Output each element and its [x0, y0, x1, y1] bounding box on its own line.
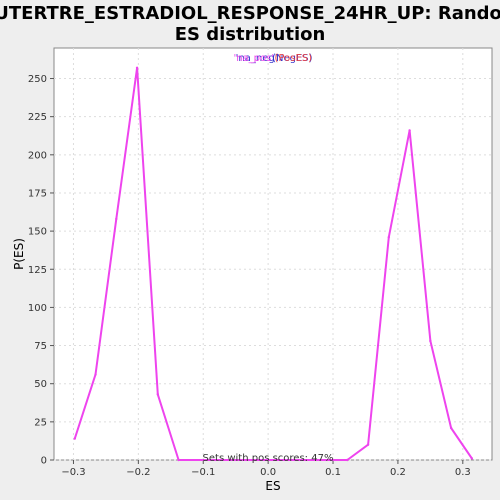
legend-segment-pos-es: (PosES)	[275, 53, 313, 64]
chart-title-line-1: DUTERTRE_ESTRADIOL_RESPONSE_24HR_UP: Ran…	[0, 3, 500, 24]
x-tick-label: 0.3	[455, 467, 471, 478]
legend-segment-na-neg: 'na_neg'	[236, 53, 278, 64]
data-point	[346, 458, 349, 462]
y-axis-label: P(ES)	[12, 238, 26, 270]
y-tick-label: 175	[28, 188, 47, 199]
data-point	[73, 437, 76, 440]
x-axis-label: ES	[265, 479, 280, 493]
x-tick-label: 0.0	[260, 467, 276, 478]
series-group	[73, 66, 474, 462]
x-tick-label: −0.1	[191, 467, 215, 478]
data-point	[135, 66, 139, 70]
y-tick-label: 75	[34, 341, 47, 352]
x-tick-label: −0.3	[61, 467, 85, 478]
y-tick-label: 0	[41, 456, 47, 467]
legend-segment-neg-es: (NegES)	[272, 53, 313, 64]
y-tick-label: 150	[28, 227, 47, 238]
plot-area	[53, 47, 493, 461]
legend-segment-na-pos: 'na_pos'	[233, 53, 274, 64]
y-tick-label: 50	[34, 379, 47, 390]
data-point	[408, 129, 411, 132]
data-point	[156, 393, 160, 396]
data-point	[470, 457, 474, 460]
y-tick-label: 25	[34, 417, 47, 428]
x-tick-label: 0.1	[325, 467, 341, 478]
data-point	[449, 426, 453, 430]
y-axis-ticks: 0 25 50 75 100 125 150 175 200 225 250	[28, 74, 54, 467]
y-tick-label: 200	[28, 150, 47, 161]
data-point	[429, 339, 432, 343]
data-point	[387, 236, 391, 239]
y-tick-label: 125	[28, 265, 47, 276]
y-tick-label: 250	[28, 74, 47, 85]
data-point	[366, 443, 370, 446]
pos-scores-annotation: Sets with pos scores: 47%	[203, 453, 334, 464]
chart-title-line-2: ES distribution	[175, 24, 326, 45]
x-tick-label: 0.2	[390, 467, 406, 478]
legend: 'na_neg''na_pos'(NegES)(PosES)	[233, 53, 312, 64]
y-tick-label: 225	[28, 112, 47, 123]
data-point	[115, 217, 118, 221]
data-point	[177, 458, 180, 462]
data-point	[94, 373, 97, 376]
x-tick-label: −0.2	[126, 467, 150, 478]
x-axis-ticks: −0.3 −0.2 −0.1 0.0 0.1 0.2 0.3	[61, 460, 471, 478]
y-tick-label: 100	[28, 303, 47, 314]
